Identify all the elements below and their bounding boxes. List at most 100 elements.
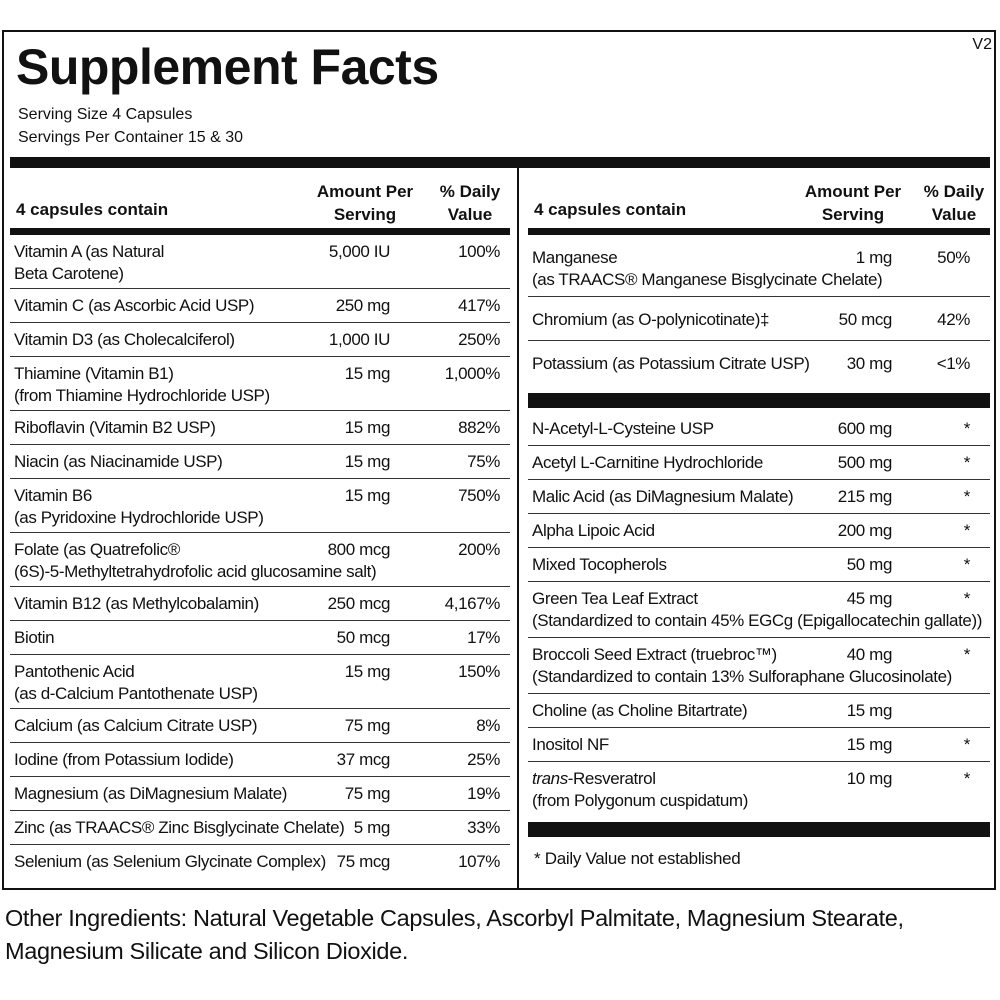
header-dv: % Daily Value (430, 180, 510, 226)
page-title: Supplement Facts (16, 39, 439, 95)
header-dv-line2: Value (447, 205, 493, 224)
nutrient-name: Malic Acid (as DiMagnesium Malate) (532, 486, 794, 508)
amount-per-serving: 1 mg (855, 248, 893, 267)
header-contain: 4 capsules contain (534, 200, 687, 219)
table-row: trans-Resveratrol (from Polygonum cuspida… (528, 762, 990, 818)
amount-per-serving: 30 mg (846, 354, 893, 373)
header-amount: Amount Per Serving (798, 180, 908, 226)
nutrient-name: Green Tea Leaf Extract (Standardized to c… (532, 588, 982, 632)
nutrient-name: Selenium (as Selenium Glycinate Complex) (14, 851, 326, 873)
amount-per-serving: 15 mg (344, 452, 391, 471)
nutrient-name: Choline (as Choline Bitartrate) (532, 700, 748, 722)
amount-per-serving: 200 mg (837, 521, 893, 540)
nutrient-name-line: Vitamin A (as Natural (14, 242, 165, 261)
daily-value: * (963, 645, 971, 664)
nutrient-name: Acetyl L-Carnitine Hydrochloride (532, 452, 763, 474)
amount-per-serving: 15 mg (846, 735, 893, 754)
nutrient-name: Thiamine (Vitamin B1) (from Thiamine Hydr… (14, 363, 270, 407)
nutrient-name-line: (as d-Calcium Pantothenate USP) (14, 684, 258, 703)
table-row: N-Acetyl-L-Cysteine USP 600 mg * (528, 412, 990, 446)
nutrient-name-line: Mixed Tocopherols (532, 555, 667, 574)
nutrient-name: Magnesium (as DiMagnesium Malate) (14, 783, 287, 805)
nutrient-name: Pantothenic Acid (as d-Calcium Pantothena… (14, 661, 258, 705)
nutrient-name: Riboflavin (Vitamin B2 USP) (14, 417, 216, 439)
nutrient-name-line: Selenium (as Selenium Glycinate Complex) (14, 852, 326, 871)
table-header: 4 capsules contain Amount Per Serving % D… (528, 168, 990, 228)
amount-per-serving: 5,000 IU (328, 242, 390, 261)
nutrient-name: Inositol NF (532, 734, 609, 756)
nutrient-name-line: (6S)-5-Methyltetrahydrofolic acid glucos… (14, 562, 377, 581)
table-row: Riboflavin (Vitamin B2 USP) 15 mg 882% (10, 411, 510, 445)
amount-per-serving: 50 mg (846, 555, 893, 574)
nutrient-name-line: Riboflavin (Vitamin B2 USP) (14, 418, 216, 437)
right-column: 4 capsules contain Amount Per Serving % D… (528, 168, 990, 869)
divider-bar (10, 228, 510, 235)
nutrient-name: N-Acetyl-L-Cysteine USP (532, 418, 714, 440)
table-row: Acetyl L-Carnitine Hydrochloride 500 mg * (528, 446, 990, 480)
amount-per-serving: 10 mg (846, 769, 893, 788)
daily-value: 100% (458, 242, 500, 261)
amount-per-serving: 600 mg (837, 419, 893, 438)
amount-per-serving: 15 mg (344, 364, 391, 383)
servings-per-container: Servings Per Container 15 & 30 (18, 129, 244, 146)
header-dv: % Daily Value (914, 180, 994, 226)
amount-per-serving: 250 mg (335, 296, 391, 315)
nutrient-name-line: Chromium (as O-polynicotinate)‡ (532, 310, 770, 329)
daily-value: * (963, 453, 971, 472)
nutrient-name: Broccoli Seed Extract (truebroc™) (Standa… (532, 644, 952, 688)
table-row: Mixed Tocopherols 50 mg * (528, 548, 990, 582)
nutrient-name-line: Broccoli Seed Extract (truebroc™) (532, 645, 777, 664)
amount-per-serving: 15 mg (344, 662, 391, 681)
nutrient-name: Iodine (from Potassium Iodide) (14, 749, 234, 771)
divider-bar (528, 822, 990, 837)
table-row: Inositol NF 15 mg * (528, 728, 990, 762)
daily-value: * (963, 487, 971, 506)
other-ingredients: Other Ingredients: Natural Vegetable Cap… (5, 902, 904, 968)
header-contain: 4 capsules contain (16, 200, 169, 219)
nutrient-name: Vitamin C (as Ascorbic Acid USP) (14, 295, 254, 317)
table-row: Malic Acid (as DiMagnesium Malate) 215 mg… (528, 480, 990, 514)
daily-value: * (963, 589, 971, 608)
left-column: 4 capsules contain Amount Per Serving % D… (10, 168, 510, 879)
daily-value: 8% (476, 716, 500, 735)
nutrient-name: Vitamin B6 (as Pyridoxine Hydrochloride U… (14, 485, 264, 529)
column-divider (517, 168, 519, 888)
daily-value: * (963, 555, 971, 574)
right-rows-b: N-Acetyl-L-Cysteine USP 600 mg * Acetyl L-C… (528, 412, 990, 818)
table-header: 4 capsules contain Amount Per Serving % D… (10, 168, 510, 228)
nutrient-name-line: (as Pyridoxine Hydrochloride USP) (14, 508, 264, 527)
nutrient-name-line: Green Tea Leaf Extract (532, 589, 698, 608)
nutrient-name: Vitamin B12 (as Methylcobalamin) (14, 593, 259, 615)
nutrient-name-line: (from Polygonum cuspidatum) (532, 791, 748, 810)
nutrient-name-text: -Resveratrol (567, 769, 656, 788)
nutrient-name-line: Magnesium (as DiMagnesium Malate) (14, 784, 288, 803)
nutrient-name-line: Vitamin C (as Ascorbic Acid USP) (14, 296, 255, 315)
amount-per-serving: 75 mg (344, 784, 391, 803)
nutrient-name-line: Potassium (as Potassium Citrate USP) (532, 354, 810, 373)
table-row: Biotin 50 mcg 17% (10, 621, 510, 655)
table-row: Vitamin B12 (as Methylcobalamin) 250 mcg 4… (10, 587, 510, 621)
table-row: Vitamin D3 (as Cholecalciferol) 1,000 IU 2… (10, 323, 510, 357)
table-row: Potassium (as Potassium Citrate USP) 30 m… (528, 341, 990, 385)
daily-value: * (963, 735, 971, 754)
daily-value: 17% (467, 628, 500, 647)
daily-value: 19% (467, 784, 500, 803)
daily-value: * (963, 419, 971, 438)
table-row: Calcium (as Calcium Citrate USP) 75 mg 8% (10, 709, 510, 743)
table-row: Iodine (from Potassium Iodide) 37 mcg 25% (10, 743, 510, 777)
nutrient-name: Alpha Lipoic Acid (532, 520, 655, 542)
version-label: V2 (972, 36, 992, 53)
nutrient-name: Biotin (14, 627, 55, 649)
daily-value: 25% (467, 750, 500, 769)
other-ingredients-line: Other Ingredients: Natural Vegetable Cap… (5, 905, 904, 931)
table-row: Niacin (as Niacinamide USP) 15 mg 75% (10, 445, 510, 479)
nutrient-name-line: Zinc (as TRAACS® Zinc Bisglycinate Chela… (14, 818, 345, 837)
nutrient-name-line: Calcium (as Calcium Citrate USP) (14, 716, 258, 735)
nutrient-name-line: (Standardized to contain 45% EGCg (Epiga… (532, 611, 982, 630)
daily-value: 42% (937, 310, 970, 329)
amount-per-serving: 37 mcg (336, 750, 391, 769)
nutrient-name: Calcium (as Calcium Citrate USP) (14, 715, 258, 737)
nutrient-name-line: (Standardized to contain 13% Sulforaphan… (532, 667, 952, 686)
table-row: Vitamin B6 (as Pyridoxine Hydrochloride U… (10, 479, 510, 533)
nutrient-name-line: N-Acetyl-L-Cysteine USP (532, 419, 714, 438)
